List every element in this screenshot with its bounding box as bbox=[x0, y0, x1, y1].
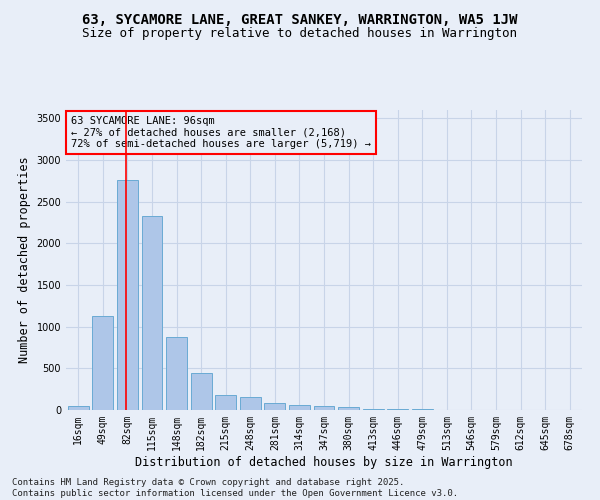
Bar bbox=[92, 316, 113, 410]
Bar bbox=[215, 396, 236, 410]
Text: Size of property relative to detached houses in Warrington: Size of property relative to detached ho… bbox=[83, 28, 517, 40]
Bar bbox=[289, 405, 310, 410]
Bar bbox=[191, 374, 212, 410]
Text: Contains HM Land Registry data © Crown copyright and database right 2025.
Contai: Contains HM Land Registry data © Crown c… bbox=[12, 478, 458, 498]
Bar bbox=[240, 396, 261, 410]
Bar bbox=[142, 216, 163, 410]
Bar bbox=[68, 406, 89, 410]
Text: 63, SYCAMORE LANE, GREAT SANKEY, WARRINGTON, WA5 1JW: 63, SYCAMORE LANE, GREAT SANKEY, WARRING… bbox=[82, 12, 518, 26]
Y-axis label: Number of detached properties: Number of detached properties bbox=[18, 156, 31, 364]
Bar bbox=[166, 336, 187, 410]
Text: 63 SYCAMORE LANE: 96sqm
← 27% of detached houses are smaller (2,168)
72% of semi: 63 SYCAMORE LANE: 96sqm ← 27% of detache… bbox=[71, 116, 371, 149]
X-axis label: Distribution of detached houses by size in Warrington: Distribution of detached houses by size … bbox=[135, 456, 513, 468]
Bar bbox=[117, 180, 138, 410]
Bar bbox=[314, 406, 334, 410]
Bar bbox=[387, 409, 408, 410]
Bar bbox=[265, 402, 286, 410]
Bar bbox=[338, 407, 359, 410]
Bar bbox=[362, 409, 383, 410]
